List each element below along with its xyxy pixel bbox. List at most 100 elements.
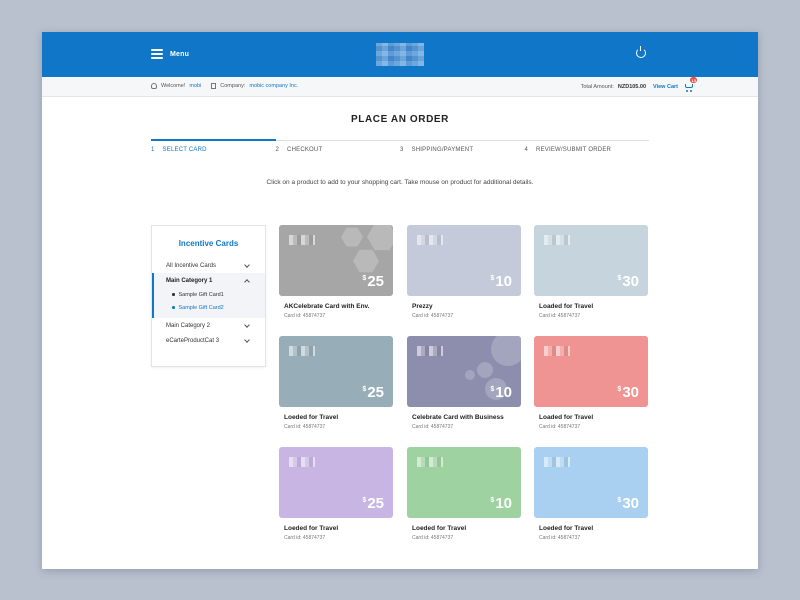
category-group-expanded: Main Category 1 Sample Gift Card1 Sample…	[152, 273, 265, 318]
card-brand-logo	[417, 235, 443, 245]
power-icon[interactable]	[636, 46, 646, 58]
product-name[interactable]: AKCelebrate Card with Env.	[284, 303, 370, 310]
product-card[interactable]: $10 Celebrate Card with Business Card id: …	[407, 336, 521, 430]
user-name-link[interactable]: mobi	[189, 83, 202, 89]
product-name[interactable]: Celebrate Card with Business	[412, 414, 504, 421]
step-number: 4	[524, 147, 529, 153]
gift-card-image[interactable]: $30	[534, 336, 648, 407]
product-card[interactable]: $25 Loeded for Travel Card id: 45874737	[279, 336, 393, 430]
product-id: Card id: 45874737	[539, 424, 581, 430]
category-label: Main Category 2	[166, 322, 211, 329]
gift-card-image[interactable]: $30	[534, 447, 648, 518]
circle-decoration	[485, 378, 507, 400]
product-id: Card id: 45874737	[412, 424, 454, 430]
category-main-2[interactable]: Main Category 2	[152, 318, 265, 333]
subcategory-label: Sample Gift Card2	[178, 304, 224, 311]
currency-symbol: $	[617, 386, 622, 393]
card-amount: 10	[495, 273, 512, 290]
card-value: $10	[490, 496, 512, 511]
step-label: SELECT CARD	[162, 147, 207, 153]
app-window: Menu Welcome! mobi Company: mobic compan…	[42, 32, 758, 569]
product-card[interactable]: $30 Loeded for Travel Card id: 45874737	[534, 447, 648, 541]
card-brand-logo	[417, 457, 443, 467]
card-value: $10	[490, 385, 512, 400]
chevron-down-icon	[244, 336, 250, 343]
product-name[interactable]: Loeded for Travel	[539, 525, 594, 532]
card-value: $25	[362, 385, 384, 400]
info-bar: Welcome! mobi Company: mobic company Inc…	[42, 77, 758, 97]
gift-card-image[interactable]: $10	[407, 336, 521, 407]
step-3[interactable]: 3 SHIPPING/PAYMENT	[400, 141, 525, 156]
step-number: 3	[400, 147, 404, 153]
user-icon	[151, 83, 157, 89]
card-amount: 25	[367, 273, 384, 290]
category-ecarte-product-cat-3[interactable]: eCarteProductCat 3	[152, 333, 265, 348]
product-name[interactable]: Loeded for Travel	[284, 525, 339, 532]
category-main-1[interactable]: Main Category 1	[154, 273, 265, 288]
logo-icon[interactable]	[376, 43, 424, 66]
currency-symbol: $	[490, 386, 495, 393]
category-all-incentive-cards[interactable]: All Incentive Cards	[152, 258, 265, 273]
chevron-down-icon	[244, 321, 250, 328]
category-sidebar: Incentive Cards All Incentive Cards Main…	[151, 225, 266, 367]
product-id: Card id: 45874737	[539, 313, 581, 319]
gift-card-image[interactable]: $25	[279, 447, 393, 518]
card-amount: 30	[622, 273, 639, 290]
category-label: Main Category 1	[166, 277, 213, 284]
card-brand-logo	[289, 457, 315, 467]
circle-decoration	[465, 370, 475, 380]
bullet-icon	[172, 306, 175, 309]
product-id: Card id: 45874737	[284, 535, 326, 541]
gift-card-image[interactable]: $30	[534, 225, 648, 296]
currency-symbol: $	[490, 497, 495, 504]
product-name[interactable]: Prezzy	[412, 303, 433, 310]
currency-symbol: $	[362, 386, 367, 393]
step-label: SHIPPING/PAYMENT	[411, 147, 474, 153]
gift-card-image[interactable]: $25	[279, 225, 393, 296]
product-id: Card id: 45874737	[412, 313, 454, 319]
cart-icon[interactable]: 13	[684, 77, 698, 92]
subcategory-sample-gift-card2[interactable]: Sample Gift Card2	[154, 301, 265, 314]
step-4[interactable]: 4 REVIEW/SUBMIT ORDER	[525, 141, 650, 156]
step-number: 1	[151, 147, 155, 153]
step-2[interactable]: 2 CHECKOUT	[276, 141, 401, 156]
card-brand-logo	[544, 346, 570, 356]
currency-symbol: $	[617, 275, 622, 282]
gift-card-image[interactable]: $25	[279, 336, 393, 407]
card-amount: 25	[367, 384, 384, 401]
card-amount: 10	[495, 384, 512, 401]
cart-summary: Total Amount: NZD105.00 View Cart 13	[581, 77, 698, 92]
product-name[interactable]: Loaded for Travel	[539, 303, 594, 310]
gift-card-image[interactable]: $10	[407, 225, 521, 296]
card-brand-logo	[289, 235, 315, 245]
product-card[interactable]: $25 AKCelebrate Card with Env. Card id: 45…	[279, 225, 393, 319]
chevron-up-icon	[244, 278, 250, 285]
product-card[interactable]: $10 Loeded for Travel Card id: 45874737	[407, 447, 521, 541]
circle-decoration	[491, 336, 521, 366]
product-card[interactable]: $30 Loaded for Travel Card id: 45874737	[534, 336, 648, 430]
hexagon-decoration	[367, 225, 393, 251]
card-value: $25	[362, 274, 384, 289]
instruction-text: Click on a product to add to your shoppi…	[266, 179, 534, 186]
view-cart-link[interactable]: View Cart	[653, 84, 678, 90]
menu-button[interactable]: Menu	[151, 46, 189, 62]
card-value: $30	[617, 274, 639, 289]
card-amount: 30	[622, 495, 639, 512]
chevron-down-icon	[244, 261, 250, 268]
gift-card-image[interactable]: $10	[407, 447, 521, 518]
product-name[interactable]: Loeded for Travel	[284, 414, 339, 421]
product-card[interactable]: $10 Prezzy Card id: 45874737	[407, 225, 521, 319]
card-amount: 30	[622, 384, 639, 401]
product-card[interactable]: $25 Loeded for Travel Card id: 45874737	[279, 447, 393, 541]
product-card[interactable]: $30 Loaded for Travel Card id: 45874737	[534, 225, 648, 319]
currency-symbol: $	[362, 275, 367, 282]
currency-symbol: $	[490, 275, 495, 282]
menu-label: Menu	[170, 50, 190, 58]
step-1[interactable]: 1 SELECT CARD	[151, 139, 276, 156]
product-name[interactable]: Loaded for Travel	[539, 414, 594, 421]
category-label: eCarteProductCat 3	[166, 337, 220, 344]
company-name-link[interactable]: mobic company Inc.	[249, 83, 299, 89]
subcategory-sample-gift-card1[interactable]: Sample Gift Card1	[154, 288, 265, 301]
product-name[interactable]: Loeded for Travel	[412, 525, 467, 532]
hamburger-icon	[151, 49, 163, 59]
